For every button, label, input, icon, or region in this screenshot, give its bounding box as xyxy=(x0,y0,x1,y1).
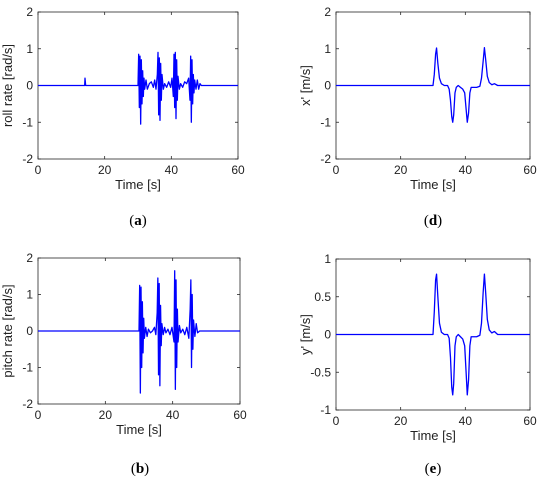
y-tick-label: -2 xyxy=(22,152,33,166)
panel-caption-letter: d xyxy=(429,213,438,229)
y-tick-label: 0 xyxy=(324,328,331,342)
x-tick-label: 20 xyxy=(99,408,113,422)
y-tick-label: 1 xyxy=(26,288,33,302)
y-tick-label: -2 xyxy=(320,152,331,166)
y-tick-label: -1 xyxy=(22,115,33,129)
panel-caption-letter: a xyxy=(134,213,142,229)
x-tick-label: 40 xyxy=(165,163,179,177)
x-axis-label: Time [s] xyxy=(115,177,161,192)
y-tick-label: 0.5 xyxy=(314,290,331,304)
panel-caption-letter: b xyxy=(136,461,144,477)
y-tick-label: 2 xyxy=(26,251,33,265)
x-tick-label: 40 xyxy=(459,414,473,428)
x-axis-label: Time [s] xyxy=(410,428,456,443)
chart-panel-d: 0 20 40 60 -2 -1 0 1 2 Time [s] x' [m/s] (d) xyxy=(298,5,537,229)
series-line-0 xyxy=(336,273,530,396)
x-tick-label: 60 xyxy=(231,163,245,177)
y-tick-label: -1 xyxy=(320,115,331,129)
chart-panel-a: 0 20 40 60 -2 -1 0 1 2 Time [s] roll rate [rad/s] (… xyxy=(0,5,245,229)
y-axis-label: roll rate [rad/s] xyxy=(0,44,15,127)
chart-panel-e: 0 20 40 60 -1 -0.5 0 0.5 1 Time [s] y' [m/s] (e) xyxy=(298,252,537,477)
y-axis-label: y' [m/s] xyxy=(298,314,313,355)
x-tick-label: 20 xyxy=(394,163,408,177)
x-tick-label: 60 xyxy=(523,414,537,428)
series-line-0 xyxy=(38,51,238,125)
panel-caption: (a) xyxy=(129,213,147,229)
x-tick-label: 60 xyxy=(523,163,537,177)
y-axis-label: x' [m/s] xyxy=(298,65,313,106)
y-tick-label: -1 xyxy=(22,361,33,375)
y-tick-label: -1 xyxy=(320,403,331,417)
x-tick-label: 0 xyxy=(333,163,340,177)
y-tick-label: 0 xyxy=(26,79,33,93)
panel-caption: (b) xyxy=(131,461,149,477)
series-line-0 xyxy=(336,47,530,123)
x-tick-label: 40 xyxy=(459,163,473,177)
x-tick-label: 0 xyxy=(35,163,42,177)
x-axis-label: Time [s] xyxy=(116,422,162,437)
y-tick-label: 1 xyxy=(26,42,33,56)
panel-caption: (d) xyxy=(424,213,442,229)
y-tick-label: -2 xyxy=(22,397,33,411)
y-tick-label: 2 xyxy=(26,5,33,19)
panel-caption-letter: e xyxy=(430,461,437,477)
panel-caption: (e) xyxy=(425,461,442,477)
y-tick-label: 0 xyxy=(324,79,331,93)
series-line-0 xyxy=(38,270,240,394)
x-axis-label: Time [s] xyxy=(410,177,456,192)
x-tick-label: 0 xyxy=(333,414,340,428)
x-tick-label: 20 xyxy=(394,414,408,428)
x-tick-label: 20 xyxy=(98,163,112,177)
y-axis-label: pitch rate [rad/s] xyxy=(0,284,15,377)
y-tick-label: 2 xyxy=(324,5,331,19)
chart-panel-b: 0 20 40 60 -2 -1 0 1 2 Time [s] pitch rate [rad/s]… xyxy=(0,251,247,477)
x-tick-label: 60 xyxy=(233,408,247,422)
y-tick-label: -0.5 xyxy=(310,365,331,379)
y-tick-label: 1 xyxy=(324,252,331,266)
y-tick-label: 0 xyxy=(26,324,33,338)
x-tick-label: 40 xyxy=(166,408,180,422)
x-tick-label: 0 xyxy=(35,408,42,422)
y-tick-label: 1 xyxy=(324,42,331,56)
